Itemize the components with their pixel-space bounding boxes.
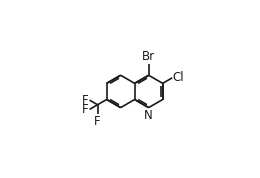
Text: Br: Br (142, 50, 155, 63)
Text: F: F (82, 103, 89, 116)
Text: N: N (144, 109, 153, 122)
Text: Cl: Cl (173, 71, 185, 84)
Text: F: F (94, 115, 101, 128)
Text: F: F (82, 94, 89, 107)
